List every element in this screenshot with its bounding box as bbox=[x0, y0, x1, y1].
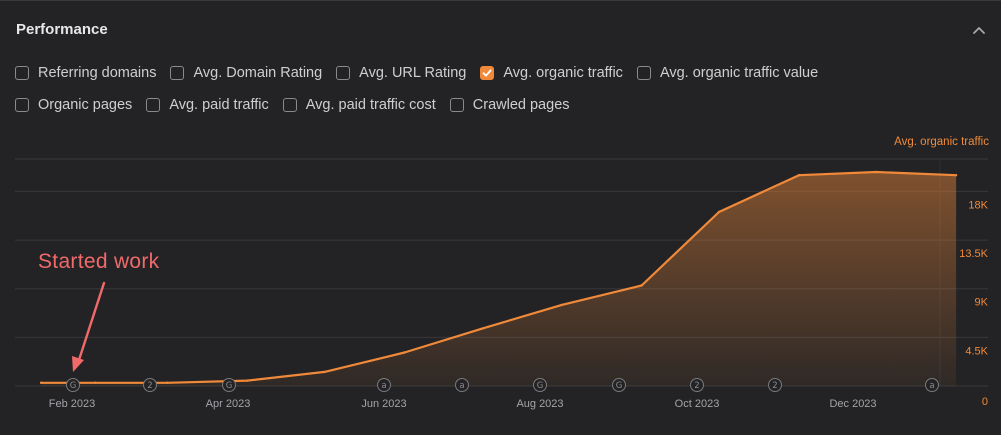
y-tick-label: 18K bbox=[968, 199, 988, 211]
checkbox-avg-organic-traffic[interactable]: Avg. organic traffic bbox=[480, 65, 623, 81]
x-tick-label: Oct 2023 bbox=[675, 398, 720, 410]
checkbox-unchecked-icon[interactable] bbox=[336, 66, 351, 80]
data-point[interactable] bbox=[403, 351, 406, 354]
data-point[interactable] bbox=[717, 210, 721, 214]
checkbox-referring-domains[interactable]: Referring domains bbox=[15, 65, 156, 81]
data-point[interactable] bbox=[39, 381, 43, 384]
event-marker-symbol: G bbox=[616, 381, 623, 391]
data-point[interactable] bbox=[797, 174, 801, 177]
metric-checkbox-row-1: Referring domains Avg. Domain Rating Avg. … bbox=[15, 65, 832, 81]
event-marker-symbol: G bbox=[226, 381, 233, 391]
x-tick-label: Feb 2023 bbox=[49, 398, 95, 410]
event-marker-ahrefs-update[interactable]: a bbox=[455, 378, 469, 392]
x-tick-label: Apr 2023 bbox=[206, 398, 251, 410]
checkbox-label: Avg. Domain Rating bbox=[193, 65, 323, 81]
data-point[interactable] bbox=[640, 284, 643, 287]
checkbox-label: Avg. URL Rating bbox=[359, 65, 467, 81]
checkbox-checked-icon[interactable] bbox=[480, 66, 495, 80]
series-area-fill bbox=[41, 172, 957, 386]
checkbox-avg-paid-traffic-cost[interactable]: Avg. paid traffic cost bbox=[282, 97, 436, 113]
data-point[interactable] bbox=[323, 370, 326, 374]
checkbox-avg-paid-traffic[interactable]: Avg. paid traffic bbox=[146, 97, 269, 113]
checkbox-organic-pages[interactable]: Organic pages bbox=[15, 97, 132, 113]
event-marker-google-update[interactable]: G bbox=[612, 378, 626, 392]
checkbox-avg-domain-rating[interactable]: Avg. Domain Rating bbox=[170, 65, 322, 81]
checkbox-label: Referring domains bbox=[38, 65, 157, 81]
event-marker-symbol: G bbox=[70, 381, 77, 391]
event-marker-symbol: a bbox=[929, 381, 934, 391]
checkbox-unchecked-icon[interactable] bbox=[15, 98, 29, 112]
event-marker-note[interactable]: 2 bbox=[690, 378, 704, 392]
checkbox-avg-url-rating[interactable]: Avg. URL Rating bbox=[336, 65, 466, 81]
checkbox-unchecked-icon[interactable] bbox=[146, 98, 161, 112]
event-marker-google-update[interactable]: G bbox=[533, 378, 547, 392]
annotation-arrow bbox=[72, 281, 106, 372]
series-legend-label: Avg. organic traffic bbox=[894, 136, 989, 148]
y-tick-label: 9K bbox=[975, 297, 989, 309]
event-marker-google-update[interactable]: G bbox=[66, 378, 80, 392]
x-tick-label: Jun 2023 bbox=[361, 398, 406, 410]
metric-checkbox-row-2: Organic pages Avg. paid traffic Avg. paid … bbox=[15, 97, 584, 113]
panel-title: Performance bbox=[16, 21, 108, 38]
y-tick-label: 0 bbox=[982, 396, 988, 408]
data-point[interactable] bbox=[954, 174, 958, 177]
checkbox-label: Crawled pages bbox=[472, 97, 570, 113]
checkbox-label: Avg. organic traffic bbox=[503, 65, 623, 81]
event-marker-note[interactable]: 2 bbox=[143, 378, 157, 392]
checkbox-label: Avg. organic traffic value bbox=[659, 65, 819, 81]
event-marker-symbol: G bbox=[537, 381, 544, 391]
checkbox-label: Organic pages bbox=[38, 97, 133, 113]
event-marker-symbol: 2 bbox=[772, 381, 777, 391]
event-marker-symbol: 2 bbox=[147, 381, 152, 391]
checkbox-crawled-pages[interactable]: Crawled pages bbox=[449, 97, 570, 113]
data-point[interactable] bbox=[93, 381, 97, 384]
data-point[interactable] bbox=[246, 379, 249, 382]
checkbox-unchecked-icon[interactable] bbox=[449, 98, 464, 112]
checkbox-label: Avg. paid traffic bbox=[169, 97, 269, 113]
x-tick-label: Dec 2023 bbox=[829, 398, 876, 410]
data-point[interactable] bbox=[166, 381, 169, 384]
checkbox-unchecked-icon[interactable] bbox=[15, 66, 29, 80]
started-work-annotation: Started work bbox=[38, 250, 160, 273]
data-point[interactable] bbox=[560, 303, 563, 307]
checkbox-unchecked-icon[interactable] bbox=[170, 66, 185, 80]
event-marker-symbol: a bbox=[459, 381, 464, 391]
checkbox-unchecked-icon[interactable] bbox=[282, 98, 297, 112]
data-point[interactable] bbox=[480, 327, 484, 330]
event-marker-note[interactable]: 2 bbox=[768, 378, 782, 392]
event-marker-ahrefs-update[interactable]: a bbox=[925, 378, 939, 392]
checkbox-avg-organic-traffic-value[interactable]: Avg. organic traffic value bbox=[636, 65, 819, 81]
event-marker-google-update[interactable]: G bbox=[222, 378, 236, 392]
y-tick-label: 4.5K bbox=[965, 345, 988, 357]
x-tick-label: Aug 2023 bbox=[516, 398, 563, 410]
checkbox-label: Avg. paid traffic cost bbox=[305, 97, 436, 113]
event-marker-ahrefs-update[interactable]: a bbox=[377, 378, 391, 392]
event-marker-symbol: a bbox=[381, 381, 386, 391]
event-marker-symbol: 2 bbox=[694, 381, 699, 391]
collapse-chevron-icon[interactable] bbox=[970, 23, 988, 37]
y-tick-label: 13.5K bbox=[959, 248, 988, 260]
data-point[interactable] bbox=[874, 170, 878, 174]
checkbox-unchecked-icon[interactable] bbox=[636, 66, 651, 80]
